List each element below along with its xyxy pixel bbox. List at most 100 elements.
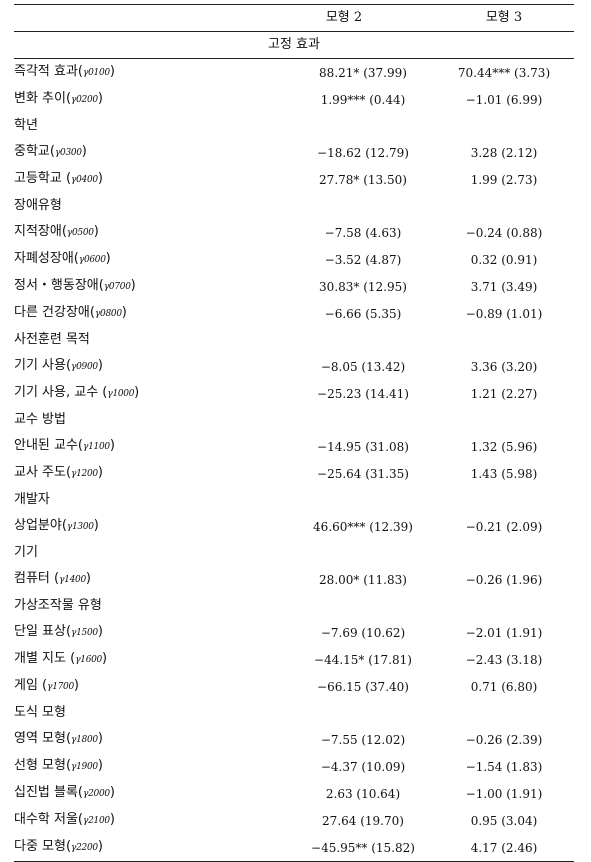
model2-value: 27.64 (19.70) [322,813,404,828]
gamma-coefficient: γ0200 [71,95,98,105]
model2-value: −7.58 (4.63) [324,225,402,240]
model2-value [254,593,434,619]
model2-value [254,487,434,513]
row-label: 영역 모형(γ1800) [14,726,254,753]
header-row: 모형 2 모형 3 [14,4,574,32]
row-label: 교사 주도(γ1200) [14,460,254,487]
table-row: 교수 방법 [14,407,574,433]
table-row: 기기 사용, 교수 (γ1000) −25.23 (14.41) 1.21 (2.2… [14,380,574,407]
table-row: 다른 건강장애(γ0800) −6.66 (5.35) −0.89 (1.01) [14,300,574,327]
model3-value: 1.99 (2.73) [470,172,538,187]
model2-value: −45.95** (15.82) [254,834,434,862]
gamma-coefficient: γ2200 [71,843,98,853]
label-text: 게임 ( [14,678,48,693]
group-label: 도식 모형 [14,700,254,726]
table-row: 장애유형 [14,193,574,219]
row-label: 안내된 교수(γ1100) [14,433,254,460]
label-text: 다중 모형( [14,839,72,854]
label-close: ) [109,812,115,827]
gamma-coefficient: γ0500 [66,228,94,238]
label-text: 단일 표상( [14,624,72,639]
model2-value: −44.15* (17.81) [314,652,412,667]
gamma-coefficient: γ1900 [71,762,98,772]
group-label: 교수 방법 [14,407,254,433]
row-label: 다른 건강장애(γ0800) [14,300,254,327]
model3-value: 1.21 (2.27) [470,386,538,401]
model2-value: −25.64 (31.35) [317,466,409,481]
header-model2: 모형 2 [254,4,434,32]
label-text: 지적장애( [14,224,67,239]
model2-value: −66.15 (37.40) [317,679,409,694]
model3-value [434,540,574,566]
model2-value: −7.55 (12.02) [320,732,406,747]
model2-value: 2.63 (10.64) [325,786,401,801]
label-close: ) [109,64,115,79]
table-row: 기기 [14,540,574,566]
label-text: 상업분야( [14,518,67,533]
gamma-coefficient: γ0800 [94,309,122,319]
label-close: ) [134,385,140,400]
row-label: 즉각적 효과(γ0100) [14,59,254,87]
label-text: 다른 건강장애( [14,305,95,320]
row-label: 기기 사용(γ0900) [14,353,254,380]
model3-value: 3.36 (3.20) [470,359,538,374]
model3-value [434,113,574,139]
gamma-coefficient: γ0700 [103,282,131,292]
label-close: ) [97,731,103,746]
model3-value: 1.43 (5.98) [470,466,538,481]
label-text: 고등학교 ( [14,171,72,186]
gamma-coefficient: γ1800 [71,735,98,745]
model2-value [254,700,434,726]
label-close: ) [97,358,103,373]
table-row: 고등학교 (γ0400) 27.78* (13.50) 1.99 (2.73) [14,166,574,193]
header-model3: 모형 3 [434,4,574,32]
fixed-effects-table: 모형 2 모형 3 고정 효과 즉각적 효과(γ0100) 88.21* (37.… [14,4,574,862]
model2-value: −6.66 (5.35) [324,306,402,321]
label-text: 즉각적 효과( [14,64,84,79]
label-text: 중학교( [14,144,55,159]
label-close: ) [121,305,127,320]
table-row: 자폐성장애(γ0600) −3.52 (4.87) 0.32 (0.91) [14,246,574,273]
gamma-coefficient: γ0300 [54,148,82,158]
label-text: 개발자 [14,492,50,507]
row-label: 대수학 저울(γ2100) [14,807,254,834]
model2-value: 1.99*** (0.44) [320,92,406,107]
table-row: 다중 모형(γ2200) −45.95** (15.82) 4.17 (2.46) [14,834,574,862]
row-label: 변화 추이(γ0200) [14,86,254,113]
table-row: 개별 지도 (γ1600) −44.15* (17.81) −2.43 (3.18) [14,646,574,673]
gamma-coefficient: γ2100 [83,816,110,826]
label-close: ) [97,839,103,854]
model2-value: −14.95 (31.08) [317,439,409,454]
row-label: 자폐성장애(γ0600) [14,246,254,273]
model2-value: −3.52 (4.87) [324,252,402,267]
label-text: 장애유형 [14,198,62,213]
gamma-coefficient: γ1200 [71,469,98,479]
group-label: 학년 [14,113,254,139]
label-text: 안내된 교수( [14,438,84,453]
model3-value: −0.26 (2.39) [465,732,543,747]
model2-value: −7.69 (10.62) [320,625,406,640]
label-text: 기기 [14,545,38,560]
label-text: 개별 지도 ( [14,651,76,666]
table-row: 컴퓨터 (γ1400) 28.00* (11.83) −0.26 (1.96) [14,566,574,593]
row-label: 컴퓨터 (γ1400) [14,566,254,593]
row-label: 단일 표상(γ1500) [14,619,254,646]
model3-value: 70.44*** (3.73) [457,65,551,80]
model3-value: −1.01 (6.99) [465,92,543,107]
model3-value [434,593,574,619]
label-text: 가상조작물 유형 [14,598,102,613]
header-blank [14,4,254,32]
row-label: 중학교(γ0300) [14,139,254,166]
label-close: ) [97,171,103,186]
label-close: ) [109,438,115,453]
label-text: 기기 사용, 교수 ( [14,385,108,400]
table-row: 변화 추이(γ0200) 1.99*** (0.44) −1.01 (6.99) [14,86,574,113]
gamma-coefficient: γ1400 [59,575,86,585]
model2-value [254,327,434,353]
table-row: 가상조작물 유형 [14,593,574,619]
model2-value [254,407,434,433]
label-text: 영역 모형( [14,731,72,746]
model3-value: 0.32 (0.91) [470,252,538,267]
table-row: 교사 주도(γ1200) −25.64 (31.35) 1.43 (5.98) [14,460,574,487]
label-close: ) [97,624,103,639]
